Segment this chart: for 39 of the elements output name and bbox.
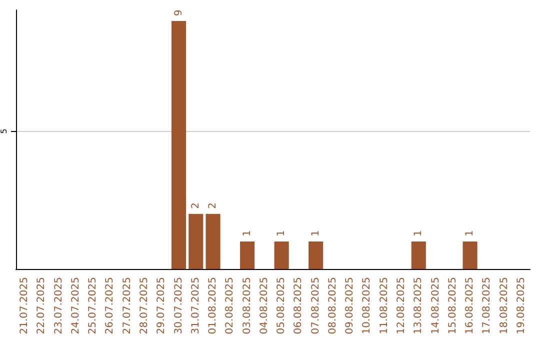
x-tick-label: 18.08.2025	[498, 277, 510, 334]
x-tick-label: 28.07.2025	[139, 277, 150, 334]
x-tick-label: 03.08.2025	[242, 277, 253, 334]
x-tick-label: 25.07.2025	[88, 277, 99, 334]
y-tick-label: 5	[0, 128, 8, 134]
x-tick-label: 11.08.2025	[378, 277, 390, 334]
x-tick-label: 26.07.2025	[104, 277, 116, 334]
x-tick-label: 04.08.2025	[258, 277, 270, 334]
x-tick-label: 16.08.2025	[464, 277, 476, 334]
data-label: 2	[208, 202, 219, 209]
x-tick-label: 10.08.2025	[362, 277, 373, 334]
x-tick-label: 13.08.2025	[413, 277, 424, 334]
x-tick-label: 05.08.2025	[276, 277, 288, 334]
data-label: 9	[173, 10, 184, 16]
x-tick-label: 30.07.2025	[173, 277, 184, 334]
data-label: 2	[190, 202, 202, 209]
x-tick-label: 02.08.2025	[224, 277, 236, 334]
x-tick-label: 15.08.2025	[447, 277, 458, 334]
x-tick-label: 24.07.2025	[70, 277, 82, 334]
data-label: 1	[464, 230, 476, 236]
x-tick-label: 01.08.2025	[208, 277, 219, 334]
x-tick-label: 06.08.2025	[293, 277, 304, 334]
x-tick-label: 14.08.2025	[430, 277, 442, 334]
x-tick-label: 31.07.2025	[190, 277, 202, 334]
x-tick-label: 21.07.2025	[19, 277, 30, 334]
x-tick-label: 27.07.2025	[122, 277, 133, 334]
x-tick-label: 29.07.2025	[156, 277, 168, 334]
data-label: 1	[310, 230, 322, 236]
x-tick-label: 09.08.2025	[344, 277, 356, 334]
x-tick-label: 19.08.2025	[516, 277, 527, 334]
data-label: 1	[413, 230, 424, 236]
x-tick-label: 17.08.2025	[482, 277, 493, 334]
x-tick-label: 07.08.2025	[310, 277, 322, 334]
x-tick-label: 23.07.2025	[53, 277, 64, 334]
x-tick-label: 22.07.2025	[36, 277, 48, 334]
x-tick-label: 12.08.2025	[396, 277, 407, 334]
data-label: 1	[276, 230, 288, 236]
data-label: 1	[242, 230, 253, 236]
x-tick-label: 08.08.2025	[327, 277, 338, 334]
